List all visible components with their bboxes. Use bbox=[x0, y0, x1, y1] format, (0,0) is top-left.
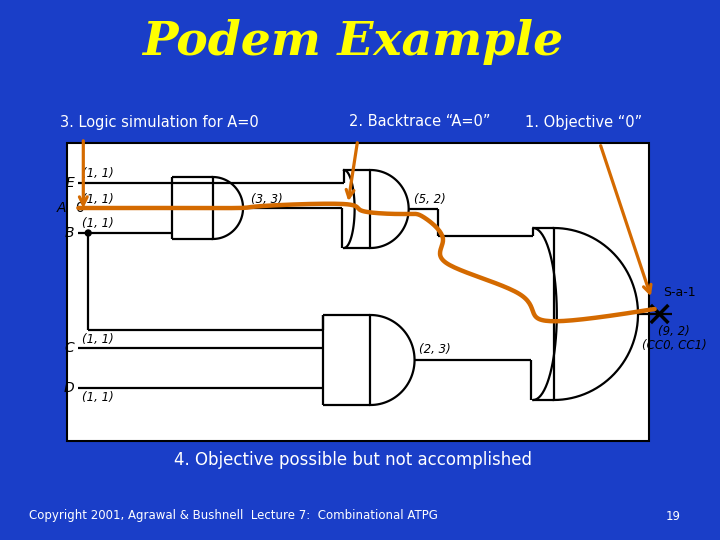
Text: 1. Objective “0”: 1. Objective “0” bbox=[526, 114, 643, 130]
Text: E: E bbox=[66, 176, 74, 190]
Text: (1, 1): (1, 1) bbox=[82, 333, 114, 346]
Text: C: C bbox=[65, 341, 74, 355]
Text: A: A bbox=[57, 201, 67, 215]
Bar bbox=[67, 143, 649, 441]
Text: 0: 0 bbox=[76, 201, 84, 215]
Text: S-a-1: S-a-1 bbox=[664, 286, 696, 299]
Text: (1, 1): (1, 1) bbox=[82, 167, 114, 180]
Text: 3. Logic simulation for A=0: 3. Logic simulation for A=0 bbox=[60, 114, 259, 130]
Text: B: B bbox=[65, 226, 74, 240]
Text: 4. Objective possible but not accomplished: 4. Objective possible but not accomplish… bbox=[174, 451, 532, 469]
Text: Copyright 2001, Agrawal & Bushnell  Lecture 7:  Combinational ATPG: Copyright 2001, Agrawal & Bushnell Lectu… bbox=[30, 510, 438, 523]
Text: D: D bbox=[64, 381, 74, 395]
Text: (3, 3): (3, 3) bbox=[251, 192, 283, 206]
Circle shape bbox=[85, 230, 91, 236]
Text: (1, 1): (1, 1) bbox=[82, 392, 114, 404]
Text: (CC0, CC1): (CC0, CC1) bbox=[642, 340, 706, 353]
Text: (1, 1): (1, 1) bbox=[82, 192, 114, 206]
Text: (9, 2): (9, 2) bbox=[657, 325, 689, 338]
Text: (1, 1): (1, 1) bbox=[82, 218, 114, 231]
Text: (5, 2): (5, 2) bbox=[413, 192, 446, 206]
Text: (2, 3): (2, 3) bbox=[420, 343, 451, 356]
Text: Podem Example: Podem Example bbox=[142, 19, 564, 65]
Text: 19: 19 bbox=[666, 510, 681, 523]
Text: 2. Backtrace “A=0”: 2. Backtrace “A=0” bbox=[348, 114, 490, 130]
